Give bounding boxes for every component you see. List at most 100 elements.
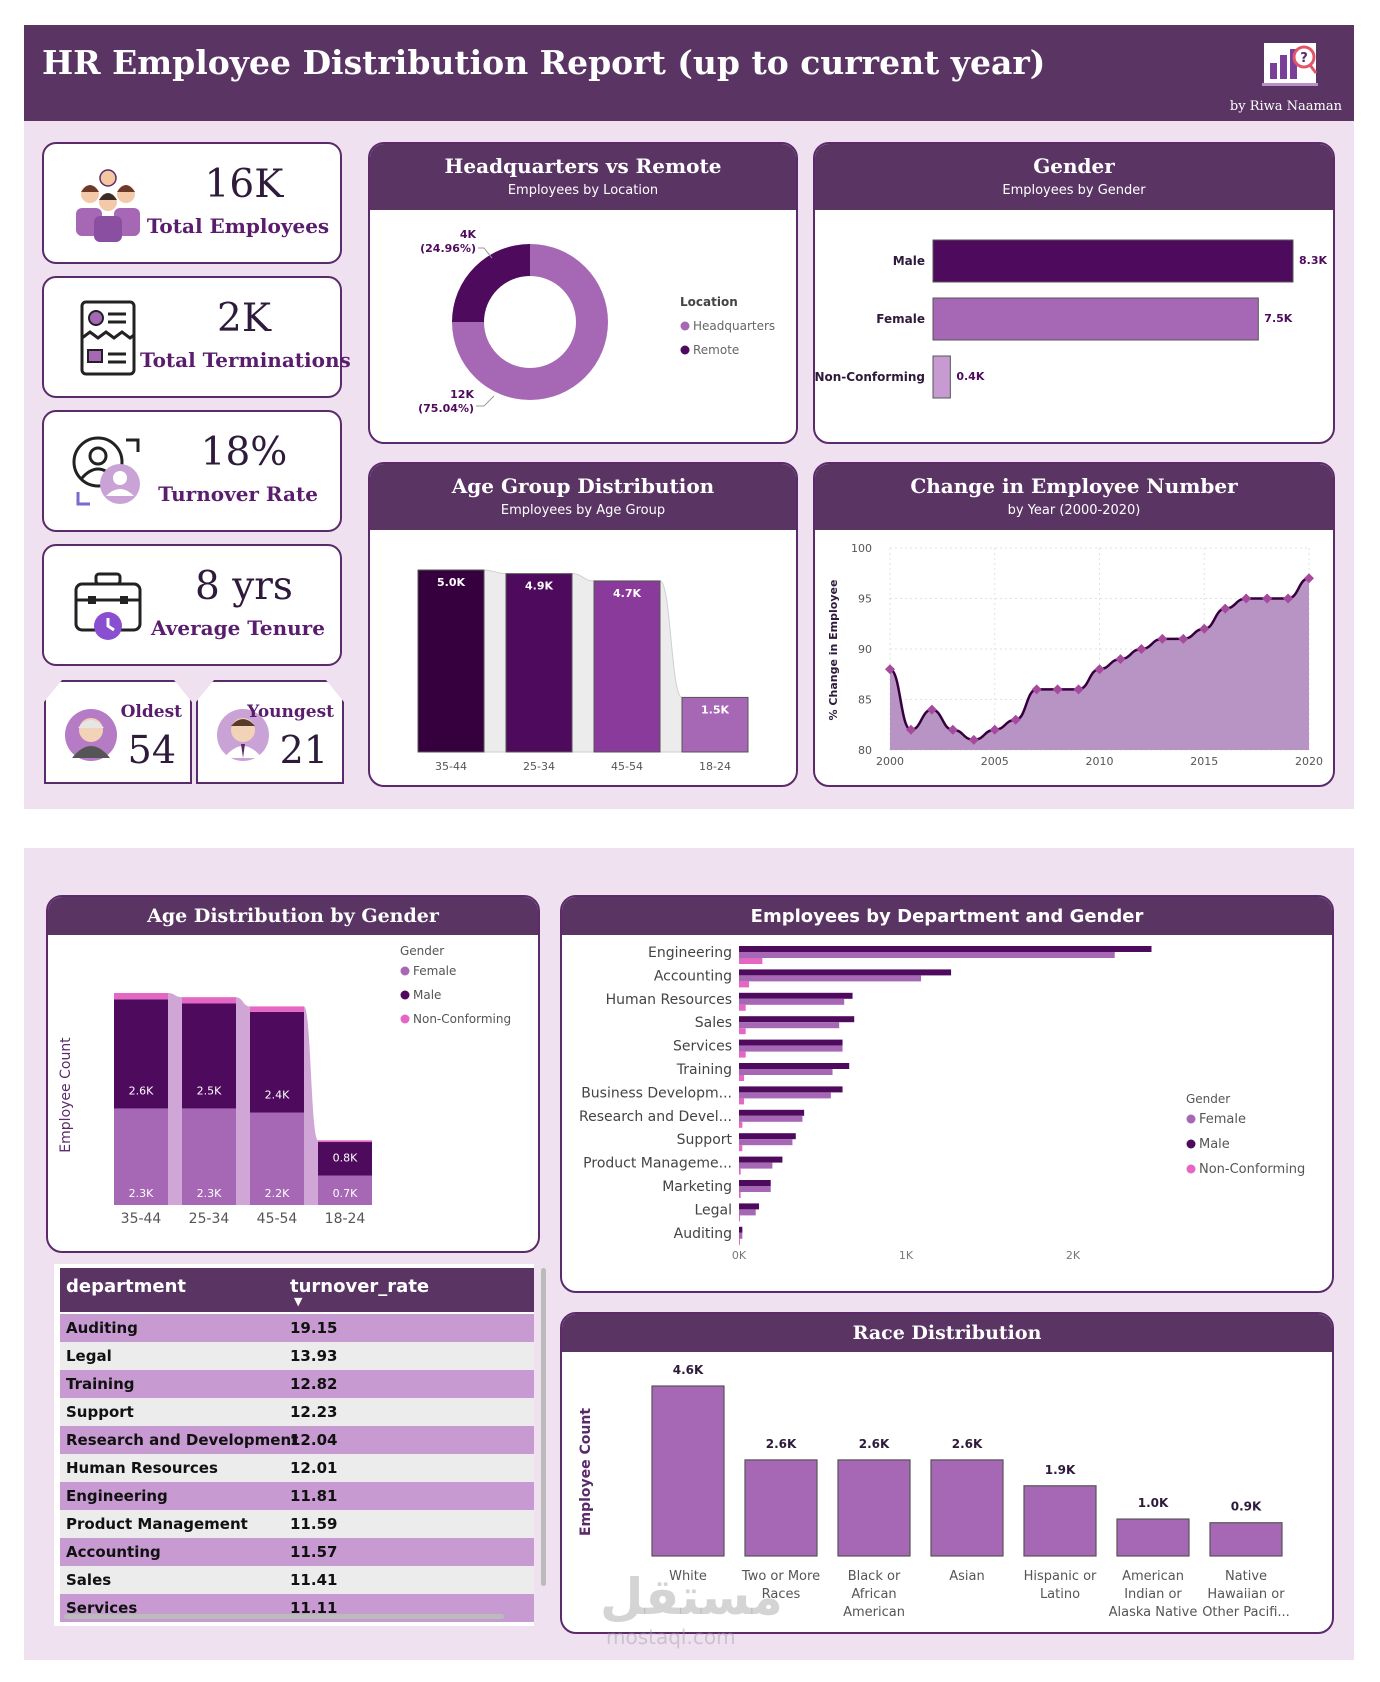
vertical-scrollbar[interactable]: [541, 1268, 546, 1586]
horizontal-scrollbar[interactable]: [64, 1614, 504, 1619]
race-bar: [1116, 1518, 1190, 1557]
trend-point: [1094, 664, 1105, 675]
dept-bar: [739, 1232, 743, 1239]
table-row[interactable]: Research and Development 12.04: [60, 1426, 534, 1454]
age-group-title: Age Group Distribution: [451, 474, 715, 498]
race-tick-label: Hispanic or: [1024, 1569, 1097, 1584]
age-gender-title: Age Distribution by Gender: [147, 905, 439, 927]
race-data-label: 0.9K: [1231, 1500, 1262, 1514]
dept-x-tick-label: 1K: [899, 1249, 914, 1262]
dept-bar: [739, 1115, 803, 1122]
dept-bar: [739, 1139, 793, 1146]
age-group-bar: [417, 569, 485, 753]
age-group-card: Age Group Distribution Employees by Age …: [368, 462, 798, 787]
trend-point: [1073, 684, 1084, 695]
age-gender-data-label: 2.2K: [265, 1187, 290, 1200]
age-gender-legend-marker: [400, 990, 410, 1000]
report-page-1: HR Employee Distribution Report (up to c…: [24, 25, 1354, 809]
age-gender-segment: [318, 1175, 372, 1205]
race-tick-label: American: [1122, 1569, 1184, 1584]
dept-legend-item: Male: [1199, 1137, 1230, 1152]
age-group-subtitle: Employees by Age Group: [500, 503, 666, 518]
age-gender-ribbon: [304, 1006, 318, 1205]
table-row[interactable]: Accounting 11.57: [60, 1538, 534, 1566]
table-row[interactable]: Engineering 11.81: [60, 1482, 534, 1510]
column-header-department[interactable]: department: [66, 1276, 186, 1297]
trend-point: [1052, 684, 1063, 695]
location-card-header: Headquarters vs Remote Employees by Loca…: [370, 144, 796, 210]
age-group-bar: [681, 696, 749, 753]
oldest-avatar: [64, 708, 118, 762]
trend-point: [989, 724, 1000, 735]
age-group-card-header: Age Group Distribution Employees by Age …: [370, 464, 796, 530]
sort-desc-icon[interactable]: ▼: [294, 1295, 303, 1308]
column-header-turnover-rate[interactable]: turnover_rate: [290, 1276, 430, 1297]
donut-pct-remote: (24.96%): [420, 242, 476, 255]
dept-bar: [739, 952, 1115, 958]
age-gender-segment: [318, 1142, 372, 1176]
table-row[interactable]: Support 12.23: [60, 1398, 534, 1426]
table-row[interactable]: Product Management 11.59: [60, 1510, 534, 1538]
age-group-data-label: 4.9K: [525, 580, 553, 593]
trend-y-tick-label: 90: [858, 643, 872, 656]
youngest-value: 21: [279, 728, 328, 772]
dept-bar: [739, 1039, 843, 1046]
cell-department: Accounting: [66, 1543, 161, 1561]
table-row[interactable]: Training 12.82: [60, 1370, 534, 1398]
youngest-avatar: [216, 708, 270, 762]
dept-bar: [739, 1063, 850, 1069]
race-bar: [1023, 1485, 1097, 1557]
trend-point: [1304, 573, 1314, 584]
race-data-label: 2.6K: [859, 1437, 890, 1451]
dept-bar: [739, 946, 1152, 952]
kpi-value: 2K: [217, 296, 271, 341]
race-bar: [837, 1459, 911, 1557]
dept-legend-marker: [1186, 1164, 1196, 1174]
table-row[interactable]: Human Resources 12.01: [60, 1454, 534, 1482]
gender-category-label: Female: [876, 312, 925, 326]
age-gender-ribbon: [236, 997, 250, 1205]
trend-y-tick-label: 100: [851, 542, 872, 555]
age-gender-legend-item: Non-Conforming: [413, 1012, 511, 1026]
dept-bar: [739, 1098, 745, 1105]
gender-bar: [932, 297, 1259, 341]
location-title: Headquarters vs Remote: [444, 154, 722, 178]
gender-category-label: Male: [893, 254, 925, 268]
race-tick-label: Hawaiian or: [1207, 1587, 1285, 1602]
dept-x-tick-label: 0K: [732, 1249, 747, 1262]
kpi-label: Average Tenure: [151, 616, 325, 640]
cell-turnover-rate: 12.04: [290, 1431, 338, 1449]
dept-bar: [739, 1203, 760, 1210]
table-row[interactable]: Legal 13.93: [60, 1342, 534, 1370]
location-card: Headquarters vs Remote Employees by Loca…: [368, 142, 798, 444]
age-group-ribbon: [571, 573, 595, 753]
age-group-tick-label: 18-24: [699, 760, 731, 773]
trend-y-tick-label: 85: [858, 694, 872, 707]
trend-point: [1010, 714, 1021, 725]
youngest-card: Youngest 21: [196, 680, 344, 784]
cell-department: Legal: [66, 1347, 112, 1365]
table-row[interactable]: Auditing 19.15: [60, 1314, 534, 1342]
report-title: HR Employee Distribution Report (up to c…: [42, 43, 1046, 82]
dept-bar: [739, 1004, 746, 1011]
race-tick-label: Alaska Native: [1109, 1605, 1198, 1620]
dept-bar: [739, 1209, 756, 1216]
dept-bar: [739, 1022, 840, 1029]
age-gender-stacked-chart: 2.3K 2.6K 35-44 2.3K 2.5K 25-34 2.2K 2.4K 45-54 0…: [58, 944, 511, 1227]
donut-label-remote: 4K: [460, 228, 477, 241]
gender-card-header: Gender Employees by Gender: [815, 144, 1333, 210]
dept-bar: [739, 1051, 746, 1058]
race-bar: [1209, 1522, 1283, 1557]
cell-turnover-rate: 12.01: [290, 1459, 338, 1477]
race-tick-label: Other Pacifi...: [1202, 1605, 1290, 1620]
turnover-people-icon: [72, 436, 140, 506]
trend-point: [947, 724, 958, 735]
dept-bar: [739, 1075, 745, 1081]
employees-group-icon: [76, 169, 140, 242]
trend-x-tick-label: 2020: [1295, 755, 1323, 768]
table-row[interactable]: Sales 11.41: [60, 1566, 534, 1594]
race-bar: [744, 1459, 818, 1557]
race-tick-label: Latino: [1040, 1587, 1080, 1602]
age-gender-segment: [114, 993, 168, 1000]
age-gender-segment: [182, 1003, 236, 1109]
